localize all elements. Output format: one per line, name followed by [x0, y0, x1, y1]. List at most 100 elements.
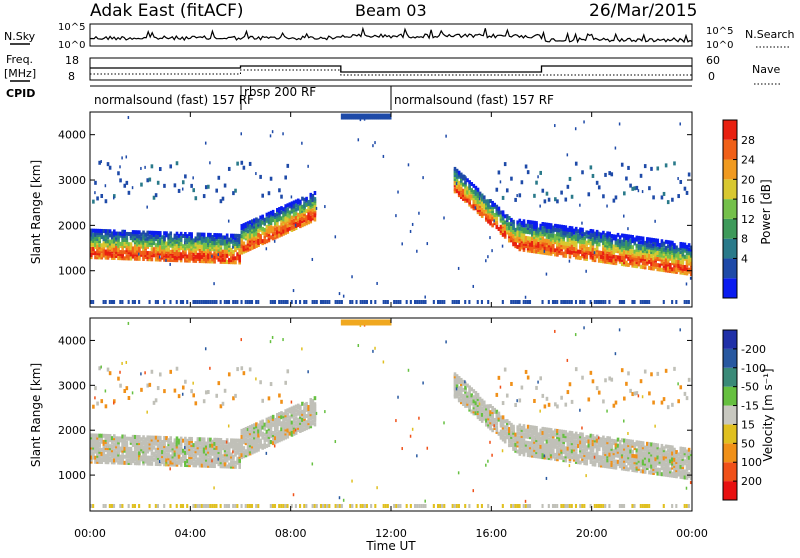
power-cell — [641, 236, 645, 241]
velocity-cell — [464, 381, 467, 386]
velocity-cell — [250, 426, 254, 431]
power-cell — [133, 244, 137, 249]
power-cell — [618, 245, 622, 250]
velocity-cell — [290, 432, 294, 437]
power-cell — [138, 242, 141, 247]
power-cell — [98, 245, 101, 250]
power-cell — [474, 187, 478, 192]
power-cell — [290, 215, 294, 220]
power-cell — [654, 248, 657, 253]
power-cell — [286, 227, 290, 232]
power-cell — [129, 248, 133, 253]
velocity-cell — [472, 395, 476, 400]
velocity-cell — [140, 372, 142, 376]
power-cell — [620, 300, 624, 304]
velocity-cell — [204, 447, 208, 452]
power-cell — [522, 241, 526, 246]
velocity-cell — [620, 438, 624, 443]
power-cell — [219, 300, 222, 304]
power-cell — [547, 245, 551, 250]
power-cell — [202, 194, 206, 199]
power-cell — [190, 254, 193, 259]
power-cell — [273, 233, 277, 238]
power-cell — [556, 199, 559, 204]
velocity-cell — [487, 408, 490, 413]
power-cell — [489, 236, 491, 240]
velocity-cell — [142, 435, 145, 440]
power-cell — [171, 249, 175, 254]
power-cell — [198, 254, 202, 259]
power-cell — [175, 258, 179, 263]
power-cell — [533, 245, 536, 250]
velocity-cell — [301, 409, 304, 414]
power-cell — [631, 259, 634, 264]
power-cell — [232, 233, 235, 238]
power-cell — [240, 226, 244, 231]
power-cell — [280, 226, 283, 231]
power-cell — [246, 300, 249, 304]
power-cell — [303, 209, 306, 214]
power-cell — [528, 222, 532, 227]
power-cell — [685, 248, 689, 253]
power-cell — [242, 231, 246, 236]
velocity-cell — [591, 379, 595, 384]
power-cell — [625, 176, 628, 181]
velocity-cell — [597, 436, 600, 440]
velocity-cell — [238, 442, 241, 447]
power-cell — [282, 217, 285, 222]
power-cell — [683, 256, 687, 261]
power-cell — [459, 188, 463, 193]
power-cell — [96, 196, 99, 201]
power-cell — [282, 223, 285, 228]
velocity-cell — [466, 401, 469, 406]
power-cell — [681, 264, 685, 269]
velocity-cell — [94, 455, 97, 460]
velocity-cell — [526, 432, 530, 437]
power-cell — [156, 239, 160, 244]
velocity-cell — [562, 448, 565, 453]
power-cell — [296, 218, 300, 223]
power-cell — [127, 242, 131, 247]
power-cell — [480, 197, 484, 202]
velocity-cell — [102, 441, 106, 446]
velocity-cell — [92, 453, 95, 458]
power-cell — [121, 241, 124, 246]
power-cell — [202, 234, 206, 239]
velocity-cell — [422, 381, 424, 385]
power-cell — [581, 170, 584, 175]
power-cell — [466, 186, 469, 191]
power-cell — [188, 258, 191, 263]
nsearch-label: N.Search — [745, 28, 795, 41]
velocity-cell — [192, 381, 194, 385]
velocity-cell — [108, 371, 112, 376]
velocity-cell — [512, 428, 515, 433]
power-cell — [121, 244, 124, 249]
power-cell — [478, 205, 482, 210]
velocity-cell — [242, 446, 246, 451]
power-cell — [581, 244, 584, 249]
power-cell — [687, 257, 691, 262]
power-cell — [311, 257, 314, 261]
power-cell — [303, 300, 306, 304]
power-cell — [261, 193, 264, 198]
velocity-cell — [156, 386, 160, 391]
power-cell — [382, 113, 386, 120]
velocity-cell — [219, 462, 223, 467]
velocity-cell — [265, 433, 269, 438]
power-cell — [276, 220, 279, 225]
velocity-cell — [282, 418, 285, 423]
velocity-cell — [503, 435, 507, 440]
velocity-cell — [230, 440, 233, 445]
power-cell — [192, 188, 196, 193]
power-cell — [115, 239, 118, 244]
velocity-cell — [278, 414, 281, 419]
power-cell — [612, 260, 616, 265]
velocity-cell — [585, 445, 588, 450]
velocity-cell — [273, 424, 277, 429]
power-cell — [98, 251, 101, 256]
power-cell — [514, 242, 517, 247]
power-cell — [503, 220, 507, 225]
velocity-cell — [629, 449, 632, 454]
power-cell — [637, 240, 641, 244]
velocity-cell — [618, 450, 622, 455]
